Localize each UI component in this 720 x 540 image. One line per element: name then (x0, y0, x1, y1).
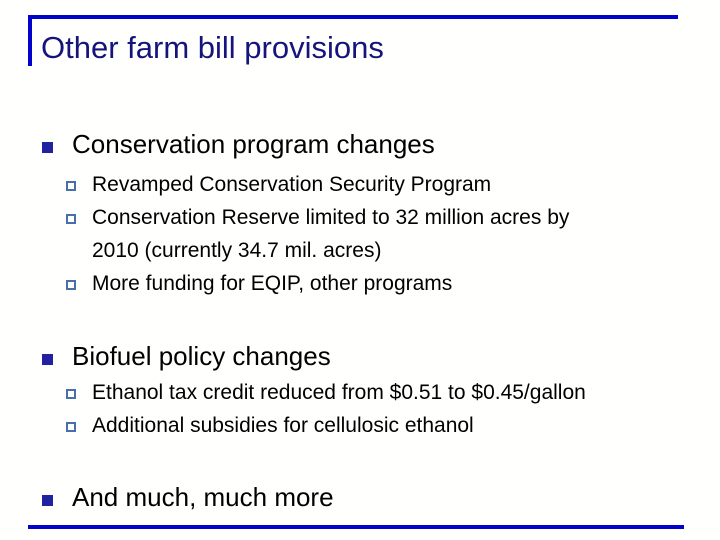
bullet-square-icon (42, 354, 53, 365)
sub-bullet-item: Additional subsidies for cellulosic etha… (66, 409, 666, 442)
sub-bullet-text: Revamped Conservation Security Program (92, 173, 492, 196)
bullet-square-icon (42, 142, 53, 153)
sub-bullet-square-icon (66, 214, 76, 224)
bottom-accent-rule (28, 525, 684, 529)
sub-bullet-text: More funding for EQIP, other programs (92, 272, 453, 295)
title-left-accent-bar (28, 15, 32, 66)
bullet-heading-text: And much, much more (72, 482, 334, 512)
bullet-item-conservation: Conservation program changes (42, 128, 435, 161)
sub-bullet-square-icon (66, 280, 76, 290)
sub-bullet-item: Revamped Conservation Security Program (66, 168, 666, 201)
sub-bullet-text: Ethanol tax credit reduced from $0.51 to… (92, 381, 586, 404)
bullet-item-and-more: And much, much more (42, 481, 334, 514)
bullet-square-icon (42, 495, 53, 506)
sub-bullet-square-icon (66, 389, 76, 399)
sub-bullet-list-conservation: Revamped Conservation Security Program C… (66, 168, 666, 300)
bullet-heading-text: Conservation program changes (72, 129, 435, 159)
sub-bullet-item: Ethanol tax credit reduced from $0.51 to… (66, 376, 666, 409)
bullet-heading-text: Biofuel policy changes (72, 341, 331, 371)
sub-bullet-item: Conservation Reserve limited to 32 milli… (66, 201, 666, 267)
bullet-item-biofuel: Biofuel policy changes (42, 340, 331, 373)
sub-bullet-square-icon (66, 422, 76, 432)
top-accent-rule (28, 15, 678, 19)
sub-bullet-text: Additional subsidies for cellulosic etha… (92, 414, 474, 437)
sub-bullet-text: Conservation Reserve limited to 32 milli… (92, 206, 570, 262)
sub-bullet-list-biofuel: Ethanol tax credit reduced from $0.51 to… (66, 376, 666, 442)
sub-bullet-item: More funding for EQIP, other programs (66, 267, 666, 300)
sub-bullet-square-icon (66, 181, 76, 191)
slide-title: Other farm bill provisions (41, 30, 384, 65)
